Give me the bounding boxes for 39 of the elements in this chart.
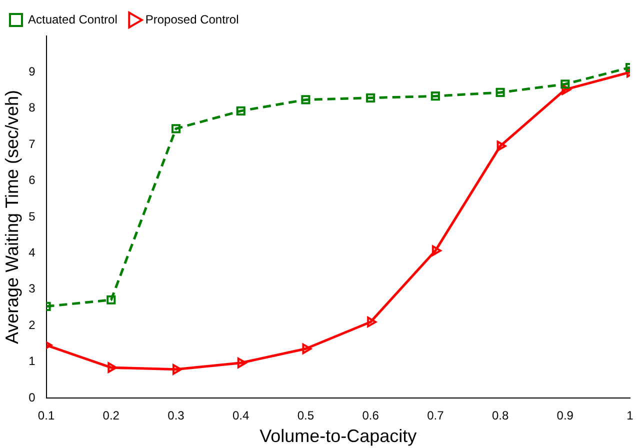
point [302, 343, 312, 354]
point [367, 316, 377, 328]
point [560, 80, 570, 89]
y-tick-label: 3 [28, 282, 36, 296]
point [171, 124, 181, 134]
x-axis-title: Volume-to-Capacity [260, 426, 417, 446]
point [106, 295, 116, 304]
y-tick-label: 1 [28, 354, 36, 368]
x-tick-label: 0.6 [362, 408, 380, 423]
x-tick-label: 1 [626, 408, 634, 423]
y-tick-label: 2 [28, 318, 36, 332]
y-axis-title: Average Waiting Time (sec/veh) [2, 90, 22, 344]
legend-label: Actuated Control [28, 12, 118, 26]
y-tick-label: 0 [28, 390, 36, 404]
point [432, 245, 442, 256]
legend-label: Proposed Control [145, 12, 239, 26]
x-tick-label: 0.9 [556, 408, 574, 423]
point [496, 88, 505, 98]
x-tick-label: 0.4 [232, 408, 250, 423]
point [237, 358, 247, 368]
x-tick-label: 0.8 [492, 408, 509, 423]
point [108, 362, 118, 373]
x-tick-label: 0.5 [297, 408, 314, 423]
point [496, 140, 506, 152]
x-tick-label: 0.2 [102, 408, 120, 423]
x-tick-label: 0.1 [38, 408, 55, 423]
point [430, 92, 440, 101]
y-tick-label: 6 [28, 173, 36, 188]
y-tick-label: 7 [28, 136, 36, 151]
y-tick-label: 5 [28, 209, 36, 224]
point [301, 95, 310, 104]
x-tick-label: 0.7 [427, 408, 444, 423]
y-tick-label: 4 [28, 246, 36, 260]
y-tick-label: 8 [28, 100, 36, 115]
point [366, 93, 376, 102]
y-tick-label: 9 [28, 64, 36, 79]
x-tick-label: 0.3 [168, 408, 185, 423]
point [172, 364, 182, 375]
point [236, 106, 246, 116]
